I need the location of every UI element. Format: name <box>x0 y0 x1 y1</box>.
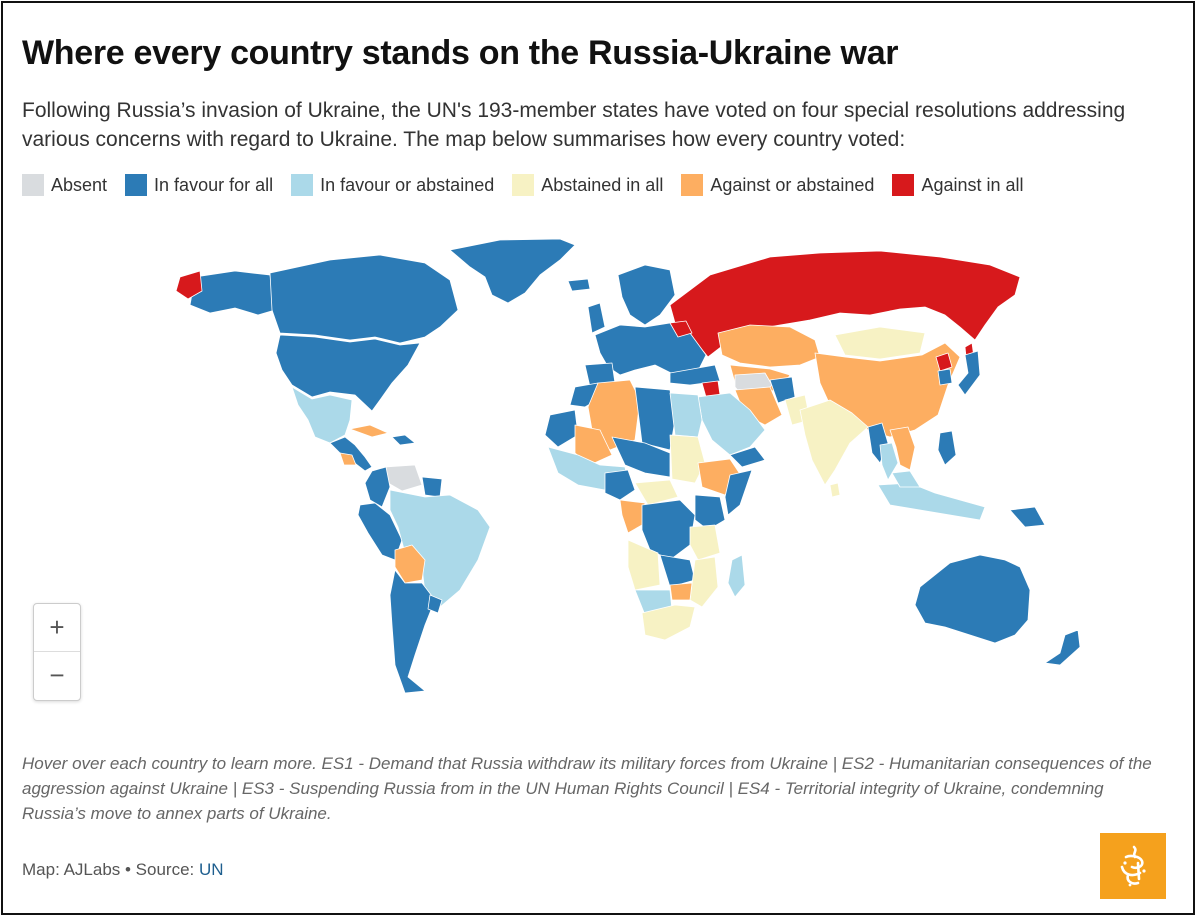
country-tanzania[interactable] <box>689 524 721 561</box>
legend-item-in-favour-for-all: In favour for all <box>125 174 273 196</box>
legend-label: In favour or abstained <box>320 174 495 195</box>
country-drc[interactable] <box>641 499 696 561</box>
country-usa[interactable] <box>275 334 421 412</box>
legend-item-against-or-abstained: Against or abstained <box>681 174 874 196</box>
country-philippines[interactable] <box>937 430 957 466</box>
legend-label: In favour for all <box>154 174 274 195</box>
country-uk[interactable] <box>587 302 606 334</box>
page-subtitle: Following Russia’s invasion of Ukraine, … <box>22 99 1126 151</box>
legend: Absent In favour for all In favour or ab… <box>22 174 1042 196</box>
world-map[interactable] <box>30 215 1170 735</box>
country-zambia[interactable] <box>659 554 696 588</box>
country-guyana[interactable] <box>421 476 443 498</box>
country-angola[interactable] <box>627 539 661 591</box>
country-libya[interactable] <box>634 386 676 451</box>
country-uruguay[interactable] <box>427 594 443 614</box>
country-malaysia[interactable] <box>891 470 921 488</box>
country-kazakhstan[interactable] <box>717 324 821 368</box>
country-new-zealand[interactable] <box>1044 629 1081 666</box>
page-title: Where every country stands on the Russia… <box>22 34 899 72</box>
country-indonesia[interactable] <box>877 482 986 521</box>
country-mongolia[interactable] <box>834 326 926 360</box>
al-jazeera-logo-icon <box>1100 833 1166 899</box>
country-saudi-arabia[interactable] <box>697 392 766 456</box>
country-madagascar[interactable] <box>727 554 746 598</box>
country-usa-alaska[interactable] <box>189 270 276 316</box>
source-line: Map: AJLabs • Source: UN <box>22 860 224 880</box>
country-canada[interactable] <box>269 254 459 344</box>
legend-label: Abstained in all <box>541 174 664 195</box>
country-cuba[interactable] <box>349 424 389 438</box>
country-laos-vietnam[interactable] <box>889 426 916 471</box>
country-japan[interactable] <box>957 350 981 396</box>
country-kenya[interactable] <box>694 494 726 531</box>
country-mexico[interactable] <box>291 386 353 444</box>
map-notes: Hover over each country to learn more. E… <box>22 754 1152 823</box>
country-cameroon-congo[interactable] <box>619 499 646 534</box>
zoom-in-button[interactable]: + <box>34 604 80 652</box>
country-niger-chad[interactable] <box>611 436 671 478</box>
country-india[interactable] <box>799 399 869 486</box>
legend-item-abstained-in-all: Abstained in all <box>512 174 663 196</box>
country-afghanistan[interactable] <box>769 376 796 404</box>
legend-swatch <box>22 174 44 196</box>
country-mozambique[interactable] <box>689 556 719 608</box>
country-bolivia[interactable] <box>394 544 426 584</box>
legend-label: Against or abstained <box>710 174 875 195</box>
country-south-korea[interactable] <box>937 368 953 386</box>
country-caribbean[interactable] <box>391 434 416 446</box>
legend-item-absent: Absent <box>22 174 107 196</box>
country-nicaragua[interactable] <box>339 452 357 466</box>
country-nigeria[interactable] <box>604 469 636 501</box>
country-yemen[interactable] <box>729 446 766 468</box>
legend-swatch <box>125 174 148 196</box>
country-scandinavia[interactable] <box>617 264 676 326</box>
country-egypt[interactable] <box>669 392 703 438</box>
country-australia[interactable] <box>914 554 1031 644</box>
legend-swatch <box>681 174 704 196</box>
country-zimbabwe[interactable] <box>669 582 693 601</box>
legend-swatch <box>892 174 915 196</box>
source-link[interactable]: UN <box>199 860 224 879</box>
country-brazil[interactable] <box>389 489 491 608</box>
country-sri-lanka[interactable] <box>829 482 841 498</box>
country-russia-chukotka[interactable] <box>175 270 203 300</box>
country-thailand[interactable] <box>879 442 899 481</box>
country-mali[interactable] <box>574 424 613 466</box>
legend-label: Absent <box>51 174 108 195</box>
zoom-control: + − <box>33 603 81 701</box>
country-north-korea[interactable] <box>935 352 953 372</box>
country-papua[interactable] <box>1009 506 1046 528</box>
country-belarus[interactable] <box>669 320 693 338</box>
country-argentina[interactable] <box>389 569 436 694</box>
country-colombia[interactable] <box>364 466 391 508</box>
legend-item-in-favour-or-abstained: In favour or abstained <box>291 174 494 196</box>
country-venezuela[interactable] <box>384 464 423 492</box>
country-iceland[interactable] <box>567 278 591 292</box>
source-prefix: Map: AJLabs • Source: <box>22 860 199 879</box>
country-somalia[interactable] <box>724 469 753 516</box>
legend-item-against-in-all: Against in all <box>892 174 1024 196</box>
legend-label: Against in all <box>921 174 1024 195</box>
country-car[interactable] <box>634 479 679 506</box>
country-mauritania[interactable] <box>544 409 579 448</box>
zoom-out-button[interactable]: − <box>49 660 65 690</box>
legend-swatch <box>512 174 535 196</box>
country-central-america[interactable] <box>329 436 373 472</box>
logo-calligraphy-icon <box>1120 845 1146 887</box>
country-greenland[interactable] <box>449 238 576 304</box>
country-south-africa[interactable] <box>641 604 696 641</box>
legend-swatch <box>291 174 314 196</box>
